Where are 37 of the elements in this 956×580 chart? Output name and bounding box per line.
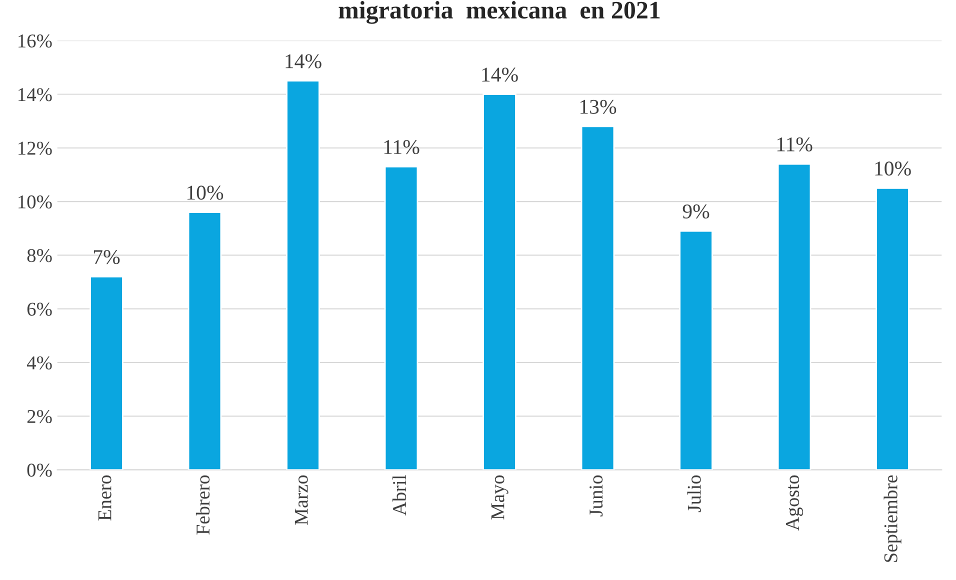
- x-tick-label: Febrero: [196, 475, 210, 535]
- x-tick-label: Julio: [687, 475, 701, 512]
- y-tick-label: 6%: [27, 302, 52, 316]
- data-label: 11%: [384, 140, 420, 154]
- data-label: 11%: [777, 137, 812, 152]
- data-label: 14%: [482, 68, 518, 82]
- data-label: 7%: [94, 250, 120, 264]
- y-tick-label: 4%: [26, 356, 52, 370]
- y-tick-label: 12%: [18, 142, 52, 155]
- x-tick-label: Enero: [98, 475, 112, 521]
- y-tick-label: 10%: [18, 195, 52, 209]
- x-tick-label: Mayo: [491, 475, 508, 520]
- data-label: 14%: [286, 54, 322, 68]
- data-label: 9%: [682, 204, 710, 219]
- bar: [188, 212, 222, 470]
- bar: [679, 230, 713, 470]
- x-tick-label: Marzo: [294, 475, 308, 525]
- data-label: 10%: [187, 186, 224, 200]
- x-tick-label: Junio: [590, 475, 603, 516]
- bar: [90, 276, 124, 470]
- bar: [580, 126, 615, 470]
- x-tick-label: Septiembre: [884, 475, 902, 562]
- bar: [384, 166, 418, 470]
- bar: [286, 80, 320, 470]
- y-tick-label: 0%: [27, 464, 52, 477]
- data-label: 10%: [875, 162, 911, 176]
- y-tick-label: 14%: [18, 88, 52, 102]
- x-tick-label: Abril: [392, 475, 406, 516]
- bar: [482, 94, 516, 470]
- bar: [876, 187, 910, 470]
- x-tick-label: Agosto: [786, 475, 804, 531]
- chart-title: migratoria mexicana en 2021: [338, 1, 660, 24]
- y-tick-label: 2%: [27, 410, 52, 424]
- y-tick-label: 16%: [18, 34, 52, 48]
- bar: [777, 163, 812, 470]
- data-label: 13%: [580, 100, 616, 114]
- y-tick-label: 8%: [27, 249, 52, 262]
